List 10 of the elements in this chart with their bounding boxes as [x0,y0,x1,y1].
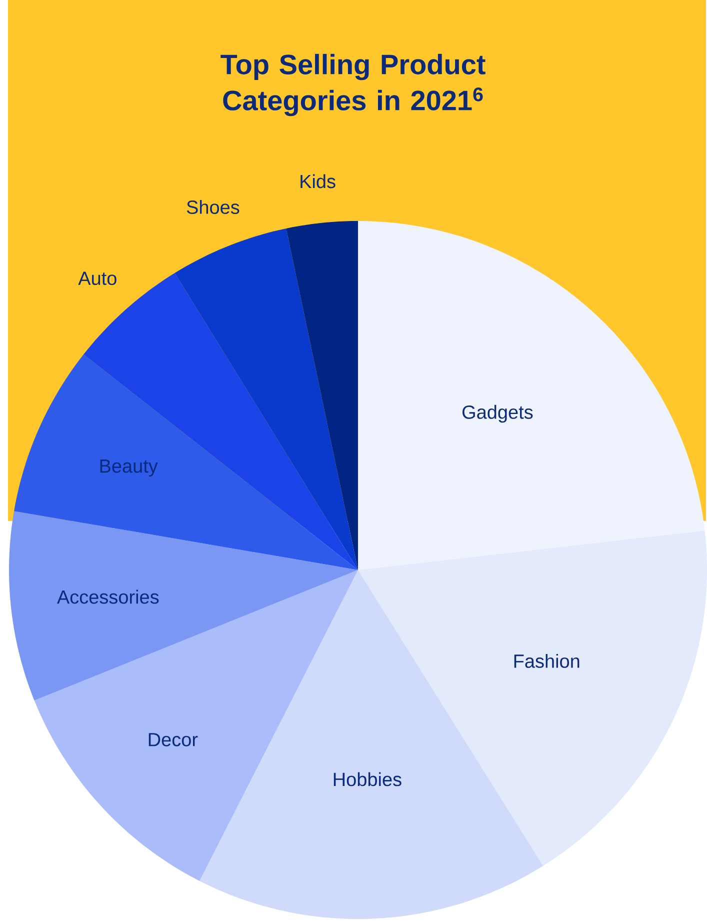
slice-label: Decor [148,733,198,746]
slice-label: Gadgets [462,404,533,423]
slice-label: Fashion [514,654,580,668]
slice-label: Hobbies [334,772,402,786]
slice-label: Shoes [186,200,240,214]
chart-title: Top Selling Product Categories in 2021$^{6}$ [220,54,486,116]
slice-label: Beauty [100,460,158,477]
slice-label: Auto [78,272,116,286]
slice-label: Kids [300,174,336,188]
slice-label: Accessories [56,590,159,604]
